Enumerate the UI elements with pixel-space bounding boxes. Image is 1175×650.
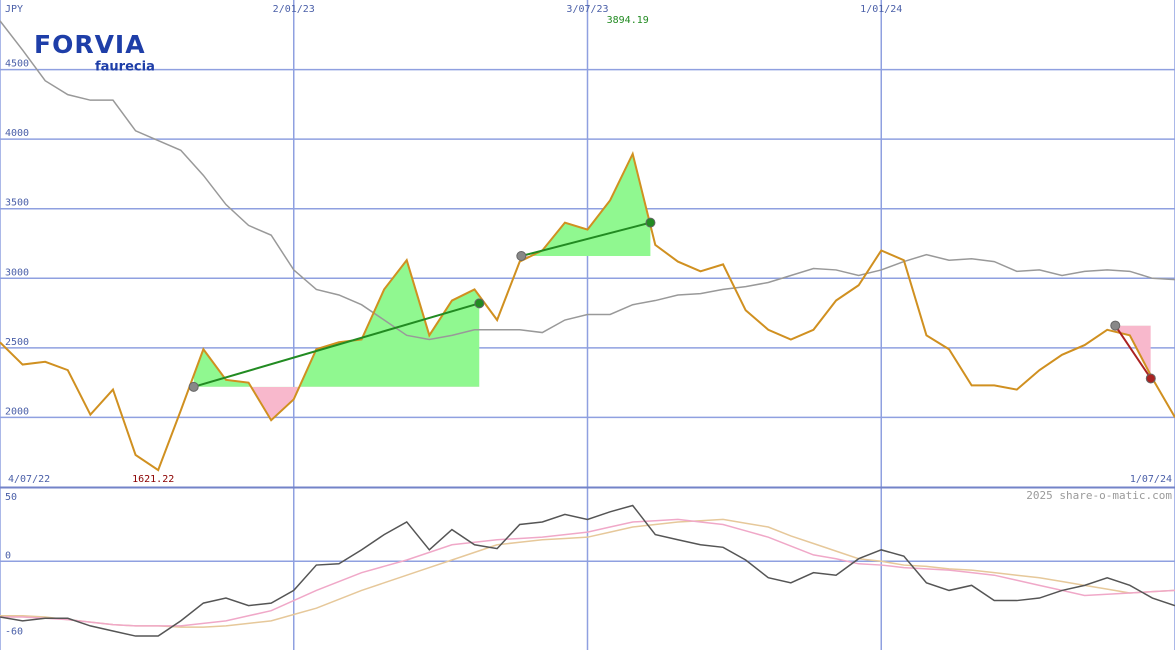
signal-end [645, 217, 656, 228]
mid-layer [0, 20, 1175, 637]
y-tick-label: 0 [5, 550, 11, 561]
y-tick-label: 4000 [5, 128, 29, 139]
series-line [0, 150, 1175, 472]
series-line [0, 20, 1175, 341]
signal-line [521, 221, 651, 257]
y-tick-label: 3000 [5, 267, 29, 278]
y-tick-label: 4500 [5, 59, 29, 70]
y-tick-label: 2500 [5, 337, 29, 348]
logo-name: FORVIA [34, 30, 146, 59]
signal-start [188, 381, 199, 392]
signal-end [1145, 373, 1156, 384]
logo-sub: faurecia [95, 60, 155, 75]
gain-area [193, 260, 480, 387]
watermark: 2025 share-o-matic.com [1026, 489, 1172, 502]
y-tick-label: 3500 [5, 198, 29, 209]
y-tick-label: 2000 [5, 406, 29, 417]
over-layer: 2000 2500 3000 3500 4000 4500 JPY 4/07/22 2/01/2… [0, 4, 1175, 637]
series-line [0, 504, 1175, 637]
max-label: 3894.19 [607, 15, 649, 26]
min-label: 1621.22 [132, 474, 174, 485]
signal-start [516, 251, 527, 262]
y-tick-label: -60 [5, 626, 23, 637]
x-tick-label: 1/01/24 [860, 4, 902, 15]
signal-line [193, 302, 480, 388]
loss-area [1115, 325, 1151, 376]
loss-area [193, 386, 480, 421]
y-tick-label: 50 [5, 492, 17, 503]
series-line [0, 518, 1175, 628]
x-tick-label: 3/07/23 [566, 4, 608, 15]
x-tick-label: 1/07/24 [1130, 474, 1172, 485]
x-tick-label: 2/01/23 [273, 4, 315, 15]
y-axis-label: JPY [5, 4, 23, 15]
series-line [0, 518, 1175, 627]
signal-end [474, 298, 485, 309]
signal-start [1110, 320, 1121, 331]
x-tick-label: 4/07/22 [8, 474, 50, 485]
signal-line [1114, 325, 1152, 380]
